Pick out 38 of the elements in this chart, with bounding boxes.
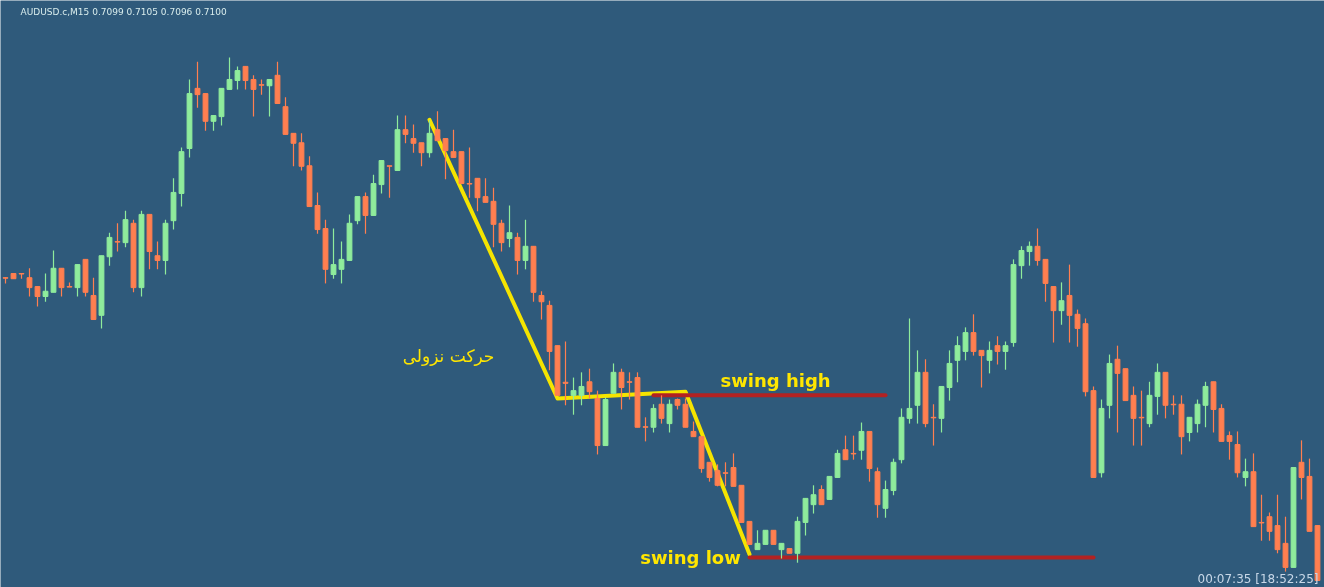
candlestick [298,132,305,172]
candlestick [538,290,545,321]
candlestick [986,340,993,374]
annotation: 00:07:35 [18:52:25] [1197,571,1319,586]
candlestick [410,123,417,154]
candlestick [1002,340,1009,371]
candlestick [58,267,65,298]
candlestick [386,165,393,199]
candlestick [1058,281,1065,326]
candlestick [418,142,425,167]
candlestick [402,114,409,144]
candlestick [522,219,529,270]
candlestick [666,398,673,434]
candlestick [74,264,81,298]
chart-title: AUDUSD.c,M15 0.7099 0.7105 0.7096 0.7100 [20,6,227,17]
candlestick [586,368,593,400]
annotation: حرکت نزولی [402,345,495,366]
candlestick [114,222,121,253]
candlestick [154,241,161,270]
candlestick [618,368,625,411]
candlestick [1242,458,1249,487]
candlestick [994,335,1001,366]
candlestick [722,461,729,487]
candlestick [514,232,521,276]
annotation: swing low [640,546,741,568]
candlestick [818,484,825,506]
candlestick [506,204,513,248]
candlestick [610,362,617,394]
candlestick [626,371,633,401]
candlestick [426,119,433,158]
candlestick [642,416,649,442]
candlestick [266,78,273,118]
candlestick [650,403,657,434]
candlestick [122,210,129,248]
candlestick [362,191,369,235]
candlestick [858,421,865,461]
annotation: swing high [720,369,831,391]
candlestick [658,394,665,425]
